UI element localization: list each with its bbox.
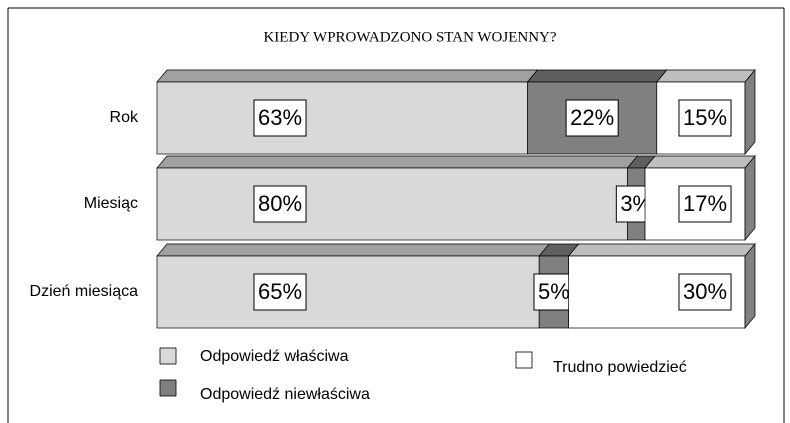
value-label: 63% xyxy=(258,105,302,130)
bar-side xyxy=(744,243,756,329)
value-label-box xyxy=(678,185,732,223)
bar-top-shade xyxy=(156,243,550,257)
bar-side xyxy=(744,69,756,155)
bar-top-shade xyxy=(644,155,756,169)
category-label: Dzień miesiąca xyxy=(29,283,138,300)
value-label: 17% xyxy=(683,191,727,216)
bar xyxy=(156,167,628,241)
bar-top-shade xyxy=(567,243,756,257)
value-label-box xyxy=(565,99,619,137)
category-label: Rok xyxy=(109,109,138,126)
legend-swatch xyxy=(159,379,177,397)
value-label-box xyxy=(253,99,307,137)
value-label-box xyxy=(678,273,732,311)
value-label: 65% xyxy=(258,279,302,304)
legend-swatch xyxy=(159,347,177,365)
legend-swatch xyxy=(515,351,533,369)
value-label: 30% xyxy=(683,279,727,304)
value-label-box xyxy=(253,185,307,223)
category-label: Miesiąc xyxy=(83,195,138,212)
bar-top-shade xyxy=(656,69,756,83)
bar xyxy=(156,255,540,329)
value-label-box xyxy=(533,273,575,311)
value-label: 22% xyxy=(570,105,614,130)
legend-label: Trudno powiedzieć xyxy=(553,359,687,376)
bar-side xyxy=(744,155,756,241)
value-label-box xyxy=(253,273,307,311)
legend-label: Odpowiedź właściwa xyxy=(200,348,349,365)
value-label: 5% xyxy=(538,279,570,304)
bar-top-shade xyxy=(156,155,639,169)
chart-title: KIEDY WPROWADZONO STAN WOJENNY? xyxy=(263,29,556,45)
value-label: 80% xyxy=(258,191,302,216)
bar-top-shade xyxy=(526,69,668,83)
bar-top-shade xyxy=(156,69,539,83)
value-label-box xyxy=(678,99,732,137)
legend-label: Odpowiedź niewłaściwa xyxy=(200,386,370,403)
bar xyxy=(156,81,528,155)
value-label: 15% xyxy=(683,105,727,130)
